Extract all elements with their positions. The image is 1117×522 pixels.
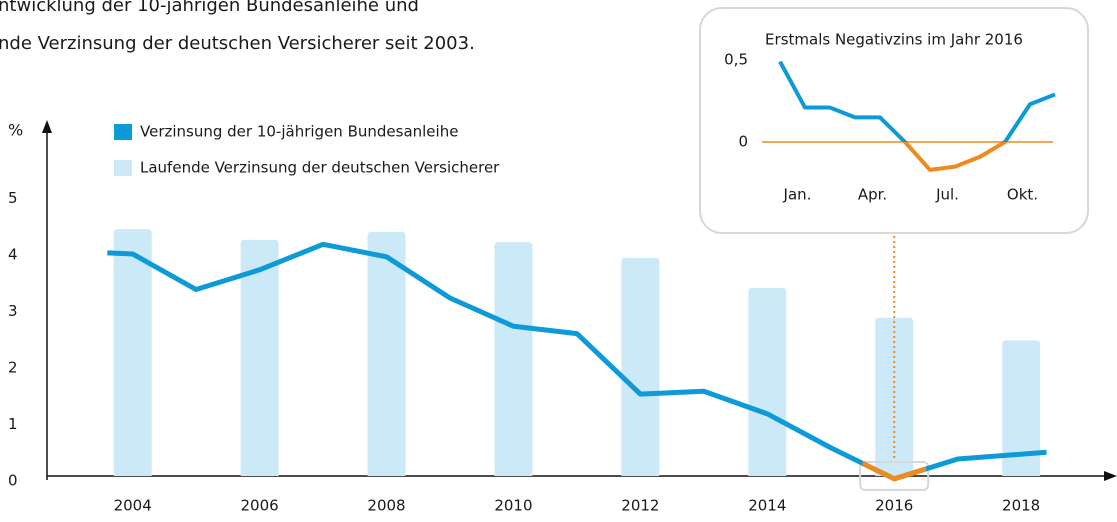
y-axis-arrow <box>42 120 52 133</box>
legend-label: Laufende Verzinsung der deutschen Versic… <box>140 159 500 177</box>
inset-title: Erstmals Negativzins im Jahr 2016 <box>765 31 1023 49</box>
inset-x-tick-label: Jul. <box>935 186 959 204</box>
subtitle: nde Verzinsung der deutschen Versicherer… <box>0 33 475 54</box>
legend-swatch <box>114 160 132 176</box>
x-tick-label: 2008 <box>367 497 405 515</box>
inset-y-tick-label: 0 <box>738 133 748 151</box>
inset-y-tick-label: 0,5 <box>724 51 748 69</box>
y-tick-label: 2 <box>8 359 18 377</box>
subtitle: ntwicklung der 10-jährigen Bundesanleihe… <box>0 0 419 16</box>
inset-x-tick-label: Jan. <box>783 186 812 204</box>
line <box>107 241 1047 482</box>
inset-line <box>778 60 1056 142</box>
legend-swatch <box>114 124 132 140</box>
bar <box>494 242 533 476</box>
y-tick-label: 4 <box>8 246 18 264</box>
x-tick-label: 2018 <box>1002 497 1040 515</box>
inset-x-tick-label: Okt. <box>1007 186 1038 204</box>
bar <box>113 229 152 476</box>
y-axis-label: % <box>8 121 23 140</box>
bar <box>1002 340 1041 476</box>
inset-x-tick-label: Apr. <box>858 186 887 204</box>
highlight-box <box>859 461 930 491</box>
bar <box>367 231 406 476</box>
y-tick-label: 3 <box>8 302 18 320</box>
x-tick-label: 2006 <box>241 497 279 515</box>
inset-panel <box>699 7 1089 234</box>
x-tick-label: 2010 <box>494 497 532 515</box>
inset-line-negative <box>902 142 1008 172</box>
y-tick-label: 1 <box>8 415 18 433</box>
bar <box>240 239 279 476</box>
x-tick-label: 2014 <box>748 497 786 515</box>
legend-label: Verzinsung der 10-jährigen Bundesanleihe <box>140 123 458 141</box>
y-tick-label: 0 <box>8 472 18 490</box>
x-axis-arrow <box>1104 471 1117 481</box>
x-tick-label: 2016 <box>875 497 913 515</box>
x-tick-label: 2012 <box>621 497 659 515</box>
x-tick-label: 2004 <box>114 497 152 515</box>
bar <box>748 287 787 476</box>
y-tick-label: 5 <box>8 189 18 207</box>
bar <box>621 257 660 476</box>
